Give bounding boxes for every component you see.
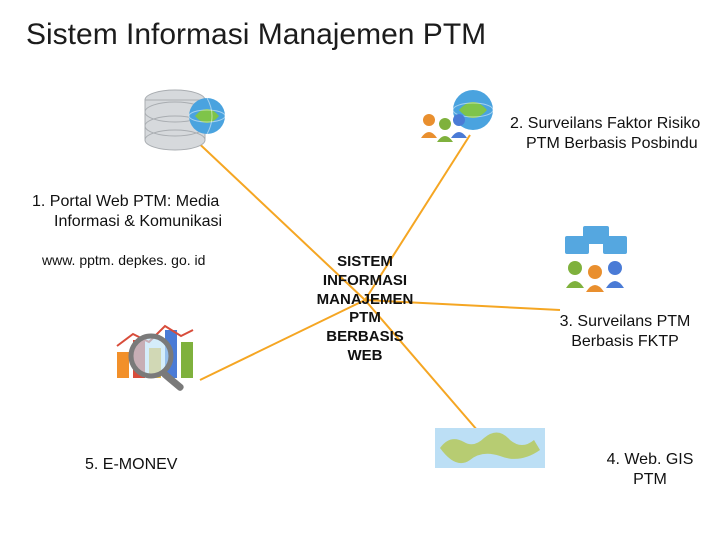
- node-1-url: www. pptm. depkes. go. id: [42, 252, 205, 270]
- center-hub-label: SISTEM INFORMASI MANAJEMEN PTM BERBASIS …: [300, 253, 430, 366]
- center-line-3: MANAJEMEN: [317, 291, 414, 308]
- node-1-line-1: 1. Portal Web PTM: Media: [32, 192, 222, 212]
- center-line-1: SISTEM: [337, 253, 393, 270]
- node-3-line-2: Berbasis FKTP: [545, 332, 705, 352]
- node-5-label: 5. E-MONEV: [85, 455, 177, 475]
- node-4-label: 4. Web. GIS PTM: [600, 450, 700, 490]
- node-2-line-2: PTM Berbasis Posbindu: [510, 134, 700, 154]
- node-1-label: 1. Portal Web PTM: Media Informasi & Kom…: [32, 192, 222, 232]
- database-globe-icon: [145, 90, 225, 150]
- page-title: Sistem Informasi Manajemen PTM: [26, 18, 486, 52]
- node-3-line-1: 3. Surveilans PTM: [545, 312, 705, 332]
- node-1-line-2: Informasi & Komunikasi: [32, 212, 222, 232]
- node-2-line-1: 2. Surveilans Faktor Risiko: [510, 114, 700, 134]
- center-line-5: BERBASIS: [326, 328, 404, 345]
- chart-magnifier-icon: [117, 326, 193, 392]
- map-icon: [435, 428, 545, 468]
- node-4-line-2: PTM: [600, 470, 700, 490]
- node-4-line-1: 4. Web. GIS: [600, 450, 700, 470]
- people-globe-icon: [421, 90, 493, 142]
- node-3-label: 3. Surveilans PTM Berbasis FKTP: [545, 312, 705, 352]
- center-line-4: PTM: [349, 309, 381, 326]
- center-line-2: INFORMASI: [323, 272, 407, 289]
- people-screens-icon: [565, 226, 627, 292]
- center-line-6: WEB: [348, 347, 383, 364]
- node-2-label: 2. Surveilans Faktor Risiko PTM Berbasis…: [510, 114, 700, 154]
